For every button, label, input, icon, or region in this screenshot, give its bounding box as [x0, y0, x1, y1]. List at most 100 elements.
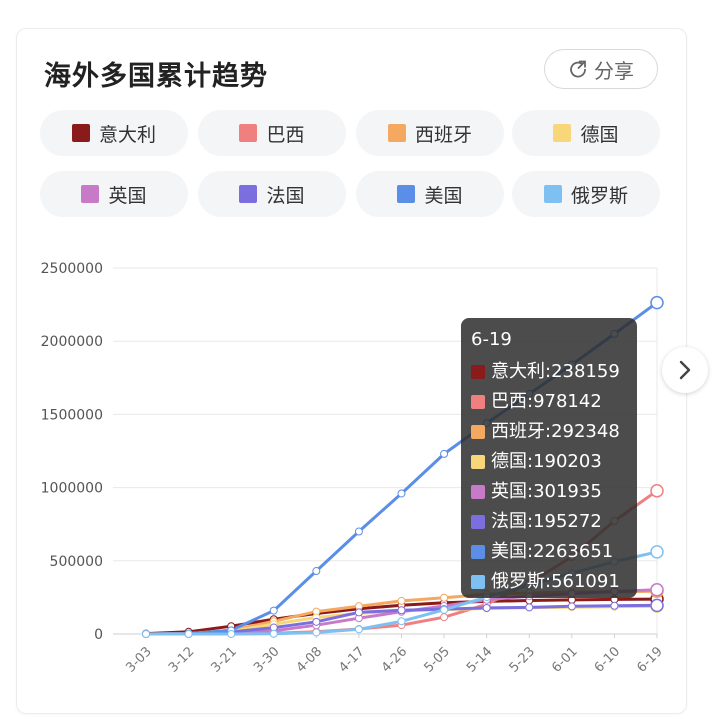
data-point — [650, 484, 664, 498]
data-point — [269, 629, 278, 638]
x-tick-label: 6-19 — [634, 644, 665, 675]
x-tick-label: 5-23 — [507, 644, 538, 675]
data-point — [142, 630, 150, 638]
y-tick-label: 1000000 — [41, 481, 103, 497]
legend-swatch — [81, 185, 100, 203]
legend-item-spain[interactable]: 西班牙 — [356, 110, 504, 156]
share-label: 分享 — [594, 58, 634, 83]
data-point — [525, 603, 534, 612]
legend-label: 美国 — [424, 184, 463, 207]
legend-item-brazil[interactable]: 巴西 — [198, 110, 346, 156]
share-button[interactable]: 分享 — [544, 49, 658, 89]
legend-label: 西班牙 — [414, 123, 472, 146]
data-point — [312, 617, 321, 626]
data-point — [354, 625, 363, 634]
chart-tooltip: 6-19 意大利:238159 巴西:978142 西班牙:292348 德国:… — [461, 318, 637, 598]
data-point — [312, 628, 321, 637]
tooltip-value: 巴西:978142 — [491, 391, 602, 412]
y-tick-label: 0 — [94, 627, 103, 643]
x-tick-label: 5-14 — [464, 644, 495, 675]
data-point — [354, 527, 363, 536]
data-point — [397, 617, 406, 626]
data-point — [440, 593, 449, 602]
legend-item-russia[interactable]: 俄罗斯 — [512, 171, 660, 217]
data-point — [650, 545, 664, 559]
legend-label: 俄罗斯 — [570, 184, 628, 207]
page-title: 海外多国累计趋势 — [44, 61, 268, 92]
legend-label: 德国 — [580, 123, 619, 146]
data-point — [650, 583, 664, 597]
legend-item-uk[interactable]: 英国 — [40, 171, 188, 217]
x-tick-label: 4-26 — [379, 644, 410, 675]
tooltip-swatch — [471, 455, 485, 469]
legend-swatch — [543, 185, 562, 203]
tooltip-row: 英国:301935 — [471, 477, 627, 507]
x-tick-label: 6-10 — [592, 644, 623, 675]
tooltip-swatch — [471, 365, 485, 379]
tooltip-value: 美国:2263651 — [491, 541, 614, 562]
x-tick-label: 3-12 — [166, 644, 197, 675]
tooltip-row: 俄罗斯:561091 — [471, 567, 627, 597]
y-tick-label: 2000000 — [41, 334, 103, 350]
tooltip-row: 意大利:238159 — [471, 357, 627, 387]
tooltip-row: 德国:190203 — [471, 447, 627, 477]
legend-item-italy[interactable]: 意大利 — [40, 110, 188, 156]
tooltip-swatch — [471, 545, 485, 559]
x-tick-label: 4-08 — [294, 644, 325, 675]
tooltip-row: 西班牙:292348 — [471, 417, 627, 447]
tooltip-value: 西班牙:292348 — [491, 421, 620, 442]
data-point — [269, 606, 278, 615]
legend-item-france[interactable]: 法国 — [198, 171, 346, 217]
tooltip-swatch — [471, 425, 485, 439]
data-point — [482, 603, 491, 612]
x-tick-label: 3-03 — [123, 644, 154, 675]
line-chart: 2500000 2000000 1500000 1000000 500000 0 3-03 3… — [41, 261, 666, 676]
tooltip-value: 意大利:238159 — [491, 361, 620, 382]
legend-swatch — [71, 124, 90, 142]
tooltip-swatch — [471, 515, 485, 529]
data-point — [440, 605, 449, 614]
legend-label: 英国 — [108, 184, 147, 207]
x-tick-label: 6-01 — [549, 644, 580, 675]
legend-label: 法国 — [266, 184, 305, 207]
data-point — [567, 602, 576, 611]
tooltip-row: 巴西:978142 — [471, 387, 627, 417]
next-chart-button[interactable] — [662, 347, 708, 393]
legend-swatch — [239, 185, 258, 203]
data-point — [184, 630, 193, 638]
data-point — [397, 606, 406, 615]
tooltip-row: 法国:195272 — [471, 507, 627, 537]
tooltip-value: 俄罗斯:561091 — [491, 571, 620, 592]
x-tick-label: 3-21 — [209, 644, 240, 675]
tooltip-swatch — [471, 575, 485, 589]
tooltip-row: 美国:2263651 — [471, 537, 627, 567]
data-point — [610, 601, 619, 610]
y-tick-label: 1500000 — [41, 407, 103, 423]
tooltip-date: 6-19 — [471, 329, 512, 350]
legend-item-germany[interactable]: 德国 — [512, 110, 660, 156]
legend-label: 巴西 — [266, 123, 305, 146]
data-point — [440, 449, 449, 458]
y-tick-label: 2500000 — [41, 261, 103, 277]
data-point — [227, 629, 236, 638]
share-icon — [570, 60, 586, 78]
tooltip-value: 法国:195272 — [491, 511, 602, 532]
data-point — [354, 608, 363, 617]
data-point — [397, 596, 406, 605]
data-point — [650, 295, 664, 310]
y-tick-label: 500000 — [50, 554, 103, 570]
x-tick-label: 4-17 — [336, 644, 367, 675]
tooltip-value: 德国:190203 — [491, 451, 602, 472]
data-point — [440, 613, 449, 622]
legend-swatch — [553, 124, 572, 142]
x-tick-label: 3-30 — [251, 644, 282, 675]
legend-swatch — [397, 185, 416, 203]
legend-item-usa[interactable]: 美国 — [356, 171, 504, 217]
legend-swatch — [239, 124, 258, 142]
tooltip-swatch — [471, 485, 485, 499]
tooltip-value: 英国:301935 — [491, 481, 602, 502]
data-point — [397, 489, 406, 498]
x-tick-label: 5-05 — [421, 644, 452, 675]
legend-label: 意大利 — [98, 123, 156, 146]
data-point — [312, 567, 321, 576]
